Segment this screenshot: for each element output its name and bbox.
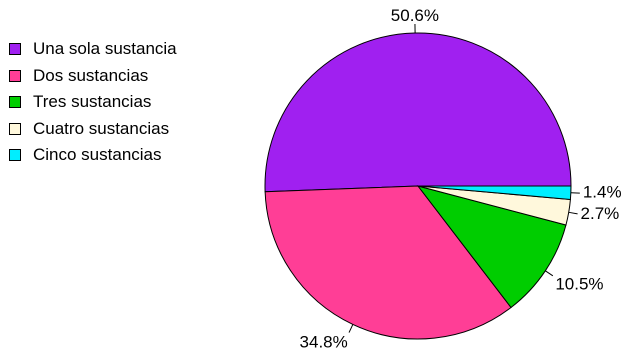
- slice-label-tick: [348, 324, 354, 333]
- slice-label: 10.5%: [555, 274, 603, 293]
- legend-label: Dos sustancias: [33, 65, 149, 85]
- legend-swatch: [9, 122, 21, 135]
- legend-label: Cuatro sustancias: [33, 118, 170, 138]
- slice-label: 34.8%: [300, 332, 348, 351]
- legend-item: Dos sustancias: [9, 63, 177, 90]
- legend-label: Una sola sustancia: [33, 39, 177, 59]
- legend-swatch: [9, 149, 21, 162]
- legend-swatch: [9, 43, 21, 56]
- legend-item: Cinco sustancias: [9, 142, 177, 169]
- legend-swatch: [9, 96, 21, 109]
- slice-label: 1.4%: [583, 183, 622, 202]
- pie-slice: [417, 185, 572, 200]
- slice-label: 2.7%: [581, 204, 620, 223]
- slice-label: 50.6%: [391, 6, 439, 25]
- legend-item: Tres sustancias: [9, 89, 177, 116]
- slice-label-tick: [545, 270, 554, 277]
- legend-swatch: [9, 69, 21, 82]
- legend-item: Una sola sustancia: [9, 36, 177, 63]
- pie-slice: [264, 32, 572, 193]
- legend-item: Cuatro sustancias: [9, 116, 177, 143]
- legend: Una sola sustancia Dos sustancias Tres s…: [9, 36, 177, 169]
- legend-label: Cinco sustancias: [33, 145, 162, 165]
- legend-label: Tres sustancias: [33, 92, 152, 112]
- pie-slice: [264, 185, 512, 340]
- slice-label-tick: [568, 211, 578, 215]
